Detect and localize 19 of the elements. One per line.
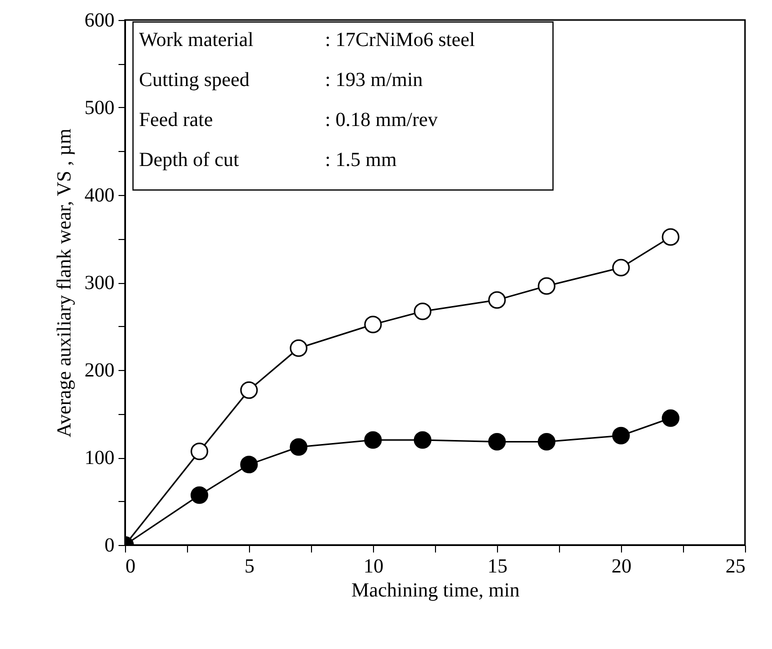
y-tick-label: 200 [84,360,114,382]
text: Cutting speed : 193 m/min [139,69,423,91]
x-tick-label: 0 [126,556,136,578]
x-axis-title: Machining time, min [351,580,520,602]
x-tick-label: 15 [488,556,508,578]
x-tick-label: 25 [726,556,746,578]
x-tick-label: 5 [244,556,254,578]
y-tick-label: 500 [84,97,114,119]
y-tick-label: 400 [84,184,114,206]
text: Feed rate : 0.18 mm/rev [139,109,438,131]
y-tick-label: 100 [84,447,114,469]
y-axis-title: Average auxiliary flank wear, VS , µm [54,128,76,438]
x-tick-label: 20 [612,556,632,578]
y-tick-label: 0 [104,534,114,556]
x-tick-label: 10 [364,556,384,578]
text: Work material : 17CrNiMo6 steel [139,29,475,51]
y-tick-label: 600 [84,10,114,32]
text: Depth of cut : 1.5 mm [139,149,397,171]
y-tick-label: 300 [84,272,114,294]
